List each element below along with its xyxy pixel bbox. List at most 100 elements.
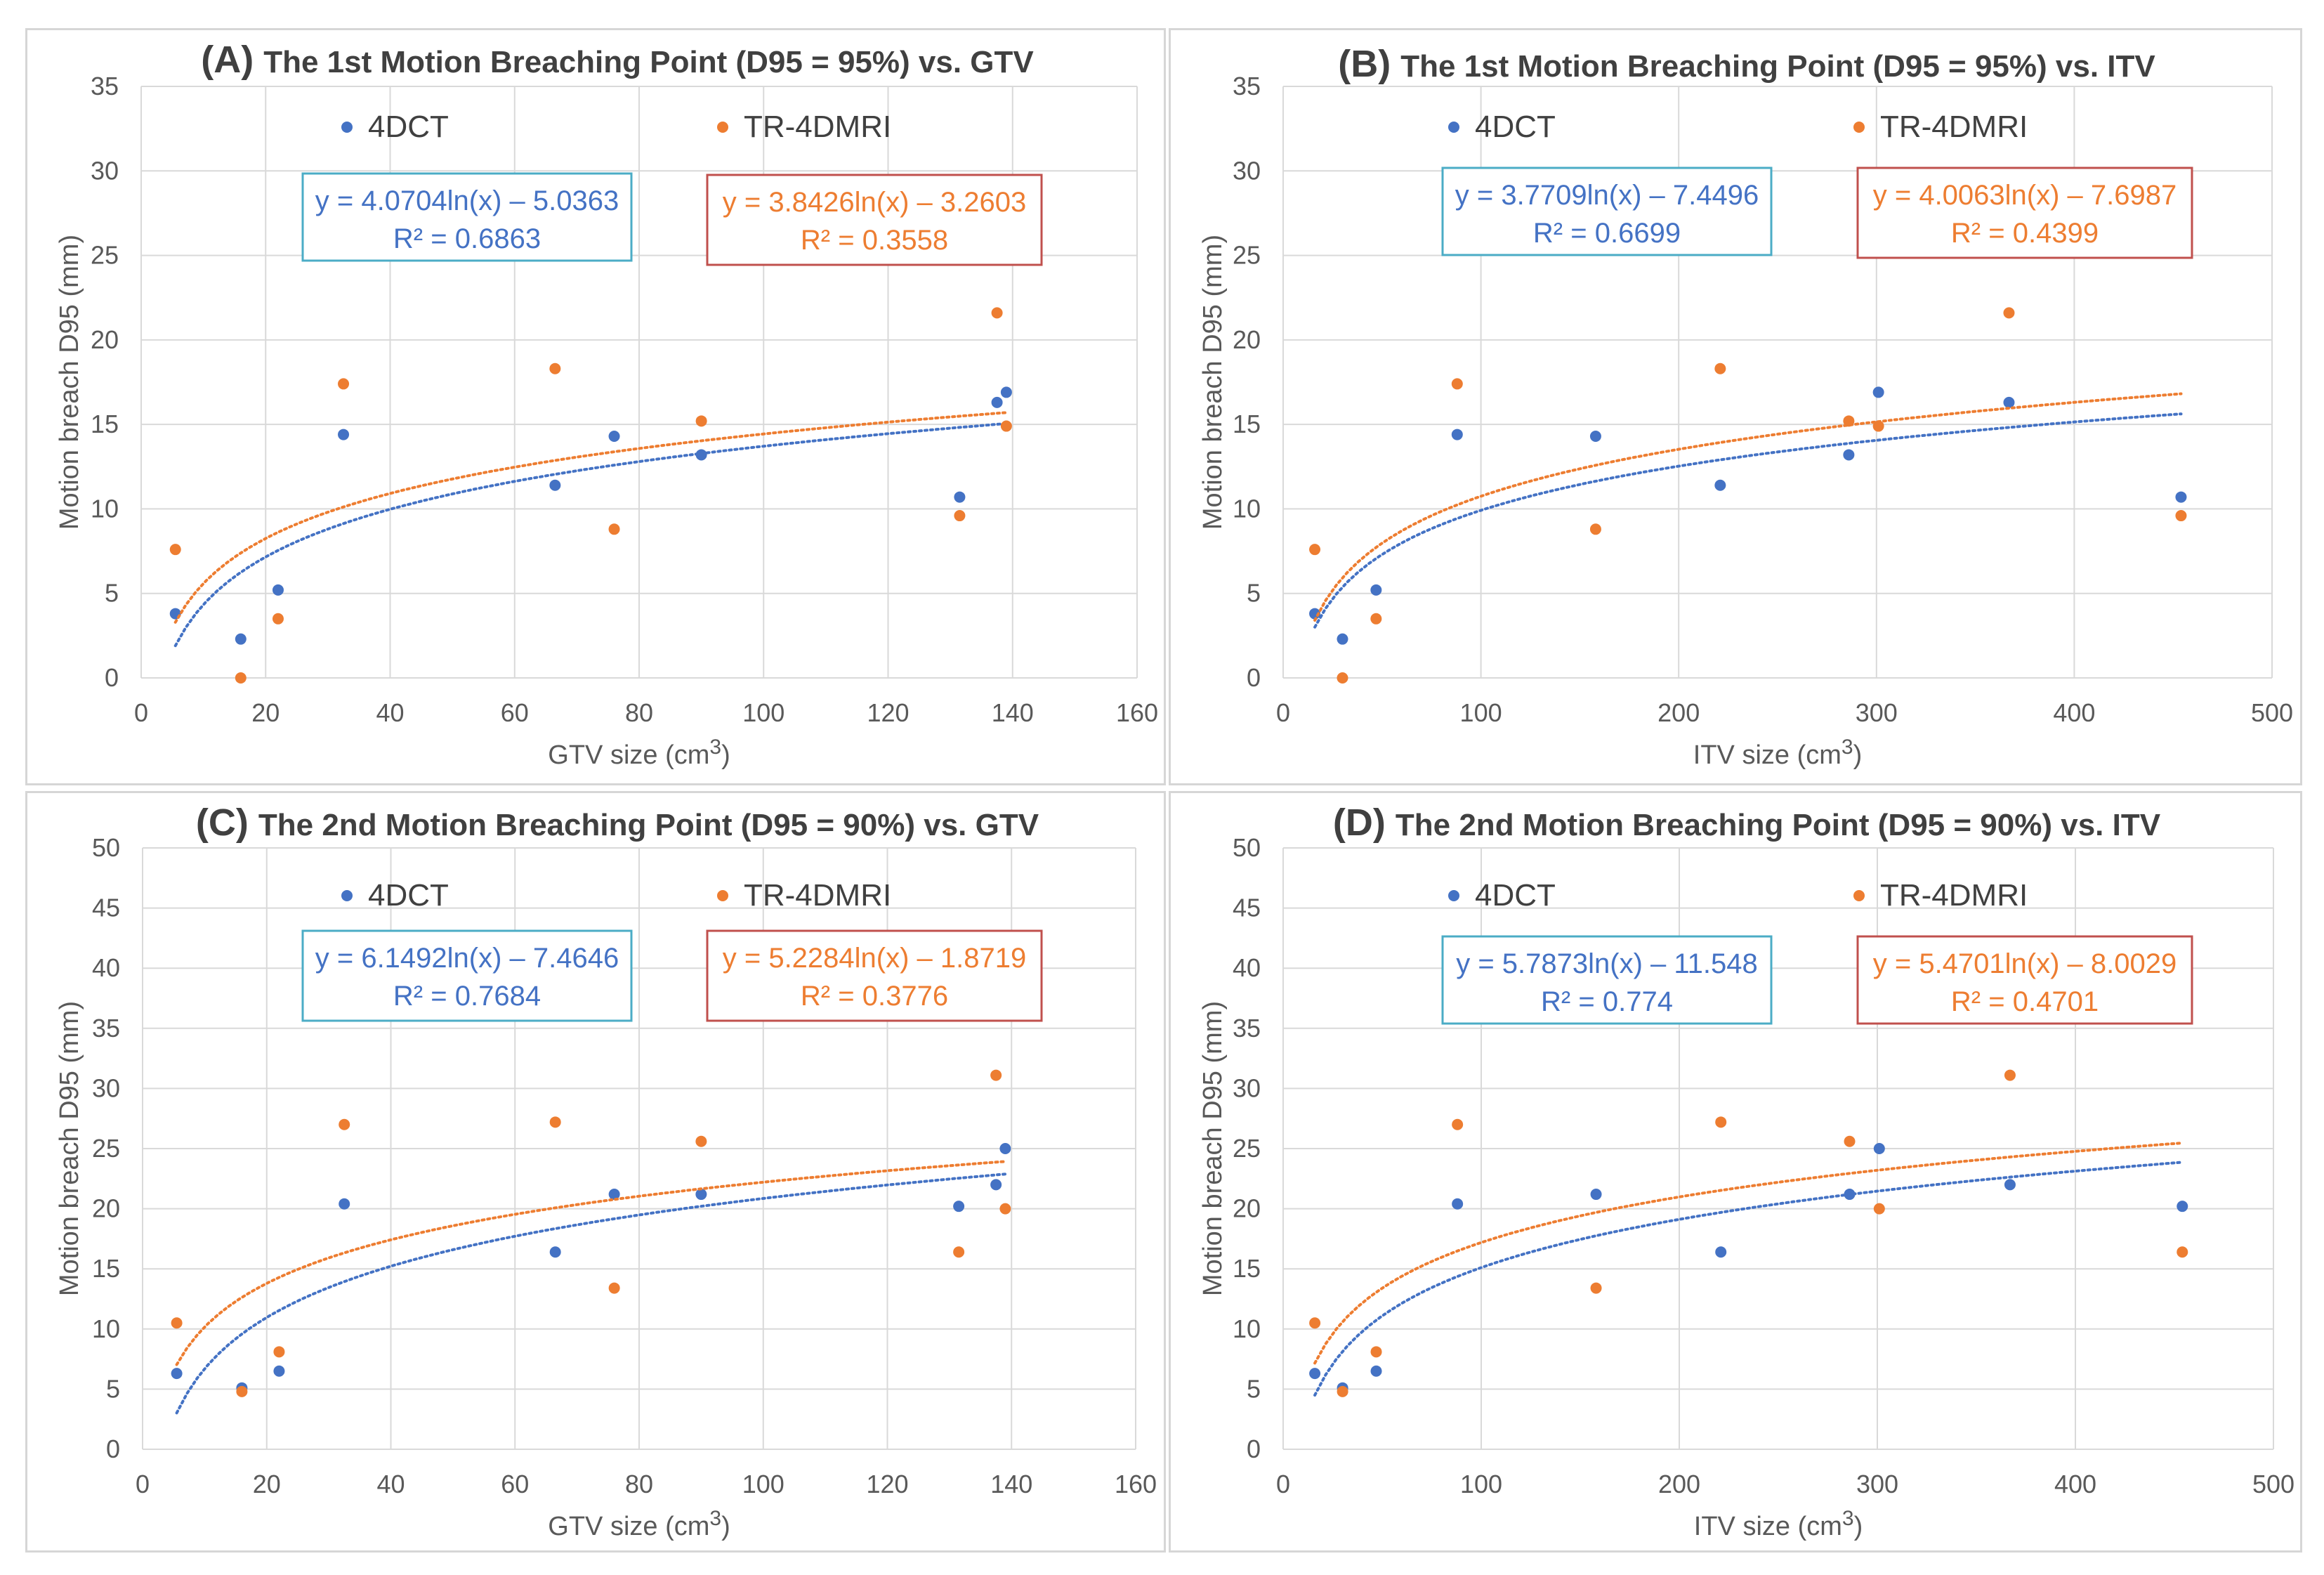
legend-label-4dct: 4DCT (1475, 110, 1556, 144)
y-tick-label: 10 (91, 494, 119, 523)
equation-box-4dct (1441, 166, 1773, 256)
data-point-4dct (1309, 1368, 1321, 1380)
x-tick-label: 20 (251, 698, 280, 727)
y-tick-label: 0 (105, 663, 119, 692)
x-tick-label: 0 (1276, 1470, 1290, 1498)
x-tick-label: 20 (253, 1470, 281, 1498)
legend-marker-4dct (341, 890, 353, 901)
chart-title: (A) The 1st Motion Breaching Point (D95 =… (201, 39, 1034, 81)
y-tick-label: 50 (1233, 833, 1261, 862)
x-tick-label: 100 (742, 698, 784, 727)
y-tick-label: 45 (92, 894, 120, 922)
y-axis-title: Motion breach D95 (mm) (55, 1001, 84, 1296)
trendline-4dct (1313, 412, 2183, 629)
trendline-r2-4dct: R² = 0.6863 (393, 223, 541, 254)
chart-panel-c: (C) The 2nd Motion Breaching Point (D95 =… (25, 791, 1166, 1553)
x-axis-title-text: GTV size (cm (548, 740, 709, 770)
data-point-4dct (1370, 584, 1382, 596)
data-point-4dct (695, 449, 707, 461)
data-point-tr4dmri (1309, 1317, 1321, 1329)
data-point-4dct (1590, 1189, 1602, 1201)
x-axis-title-close: ) (721, 1512, 730, 1541)
chart-title-text: The 2nd Motion Breaching Point (D95 = 90… (258, 808, 1039, 842)
chart-title: (B) The 1st Motion Breaching Point (D95 =… (1338, 43, 2155, 85)
data-point-4dct (338, 429, 350, 440)
x-tick-label: 120 (866, 1470, 908, 1498)
trendline-r2-4dct: R² = 0.6699 (1533, 218, 1681, 249)
data-point-tr4dmri (236, 1385, 248, 1397)
x-tick-label: 500 (2251, 698, 2293, 727)
data-point-4dct (991, 396, 1003, 408)
y-tick-label: 35 (91, 72, 119, 100)
data-point-tr4dmri (1872, 420, 1884, 432)
y-tick-label: 15 (1233, 1254, 1261, 1283)
y-tick-label: 10 (1233, 1314, 1261, 1343)
chart-title-prefix: (A) (201, 39, 254, 81)
y-axis-title: Motion breach D95 (mm) (1198, 235, 1228, 530)
trendline-tr4dmri (175, 1160, 1007, 1366)
data-point-4dct (549, 1246, 561, 1258)
trendline-4dct (173, 422, 1008, 648)
y-tick-label: 0 (1247, 1435, 1261, 1463)
data-point-tr4dmri (608, 523, 620, 535)
legend-marker-tr4dmri (717, 890, 728, 901)
legend-label-tr4dmri: TR-4DMRI (1880, 878, 2028, 913)
chart-title-text: The 1st Motion Breaching Point (D95 = 95… (1400, 49, 2155, 84)
y-tick-label: 30 (1233, 156, 1261, 185)
data-point-tr4dmri (1843, 415, 1855, 427)
x-axis-title: GTV size (cm3) (548, 736, 730, 770)
data-point-4dct (953, 1201, 965, 1213)
data-point-tr4dmri (1337, 672, 1348, 684)
trendline-4dct (175, 1172, 1007, 1415)
data-point-tr4dmri (2175, 510, 2187, 522)
trendline-equation-4dct: y = 4.0704ln(x) – 5.0363 (315, 185, 619, 216)
chart-b-svg: (B) The 1st Motion Breaching Point (D95 =… (1198, 43, 2293, 770)
chart-title-text: The 1st Motion Breaching Point (D95 = 95… (263, 45, 1034, 79)
data-point-4dct (1370, 1365, 1382, 1377)
trendline-r2-tr4dmri: R² = 0.4701 (1951, 986, 2099, 1017)
data-point-tr4dmri (549, 1116, 561, 1128)
data-point-4dct (1873, 1143, 1885, 1154)
trendline-r2-4dct: R² = 0.7684 (393, 981, 541, 1012)
data-point-tr4dmri (171, 1317, 183, 1329)
y-tick-label: 25 (91, 241, 119, 270)
legend-marker-tr4dmri (717, 122, 728, 133)
data-point-tr4dmri (1000, 420, 1012, 432)
chart-title-text: The 2nd Motion Breaching Point (D95 = 90… (1396, 808, 2161, 842)
trendline-r2-tr4dmri: R² = 0.3776 (801, 981, 948, 1012)
trendline-r2-tr4dmri: R² = 0.3558 (801, 225, 948, 256)
data-point-tr4dmri (235, 672, 247, 684)
data-point-4dct (999, 1143, 1011, 1154)
x-tick-label: 100 (742, 1470, 784, 1498)
trendline-equation-4dct: y = 6.1492ln(x) – 7.4646 (315, 943, 619, 974)
legend-label-4dct: 4DCT (368, 878, 449, 913)
x-tick-label: 140 (990, 1470, 1032, 1498)
y-tick-label: 15 (91, 410, 119, 438)
data-point-4dct (272, 584, 284, 596)
x-axis-title-close: ) (1854, 1512, 1863, 1541)
x-tick-label: 200 (1658, 1470, 1700, 1498)
data-point-4dct (1452, 1198, 1464, 1210)
x-axis-title: ITV size (cm3) (1694, 1507, 1863, 1541)
y-tick-label: 25 (1233, 241, 1261, 270)
x-tick-label: 100 (1460, 1470, 1502, 1498)
equation-box-tr4dmri (1856, 935, 2193, 1025)
data-point-tr4dmri (1452, 1118, 1464, 1130)
x-axis-title-close: ) (1853, 740, 1863, 770)
data-point-tr4dmri (273, 1346, 285, 1358)
trendline-tr4dmri (173, 411, 1008, 624)
chart-title: (C) The 2nd Motion Breaching Point (D95 =… (196, 802, 1039, 844)
trendline-equation-tr4dmri: y = 5.2284ln(x) – 1.8719 (723, 943, 1027, 974)
x-tick-label: 400 (2053, 698, 2095, 727)
data-point-tr4dmri (338, 378, 350, 390)
data-point-4dct (171, 1368, 183, 1380)
y-tick-label: 20 (1233, 325, 1261, 354)
data-point-tr4dmri (991, 307, 1003, 319)
chart-c-svg: (C) The 2nd Motion Breaching Point (D95 =… (55, 802, 1157, 1541)
data-point-tr4dmri (695, 415, 707, 427)
y-tick-label: 20 (92, 1194, 120, 1223)
legend-label-4dct: 4DCT (1475, 878, 1556, 913)
data-point-4dct (2004, 1179, 2016, 1191)
y-tick-label: 35 (1233, 72, 1261, 100)
y-tick-label: 0 (106, 1435, 120, 1463)
